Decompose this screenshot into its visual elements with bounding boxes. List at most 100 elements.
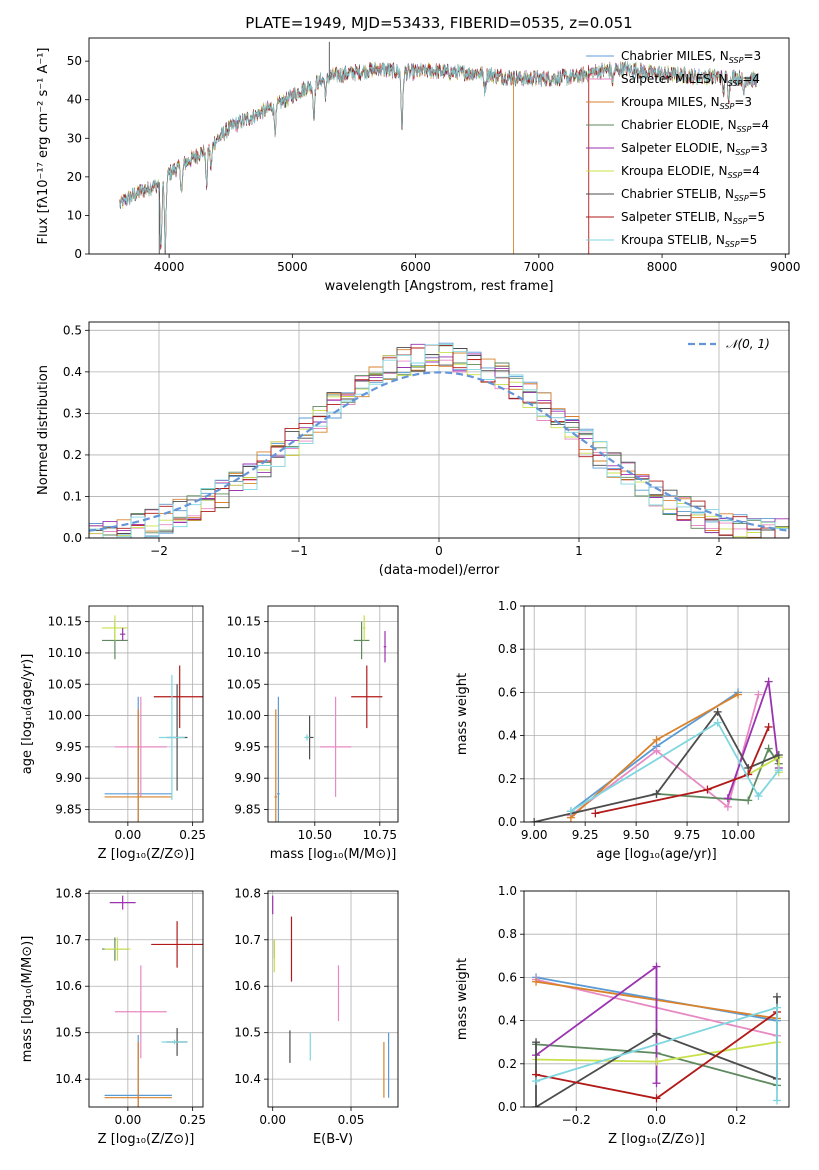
massweight_vs_age-xtick-label: 9.50 bbox=[623, 828, 650, 842]
legend-label-salpeter_miles: Salpeter MILES, NSSP=4 bbox=[621, 72, 760, 88]
legend-label-salpeter_stelib: Salpeter STELIB, NSSP=5 bbox=[621, 210, 765, 226]
age_vs_z-ytick-label: 9.90 bbox=[55, 771, 82, 785]
mass_vs_z-ylabel: mass [log₁₀(M/M⊙)] bbox=[20, 936, 35, 1063]
legend-label-chabrier_elodie: Chabrier ELODIE, NSSP=4 bbox=[621, 118, 769, 134]
massweight_vs_z-marker-salpeter_stelib bbox=[652, 1094, 661, 1103]
spectrum-ytick-label: 10 bbox=[67, 208, 82, 222]
hist-axes: −2 −1 0 1 2 0.0 0.1 0.2 0.3 0.4 0.5 (data-model)/er… bbox=[36, 321, 790, 578]
age_vs_mass-xtick-label: 10.50 bbox=[298, 828, 332, 842]
spectrum-axes: 4000 5000 6000 7000 8000 9000 0 10 20 30 40 50 wavel… bbox=[36, 37, 801, 294]
hist-ytick-label: 0.2 bbox=[63, 448, 82, 462]
mass_vs_z-point-salpeter_miles bbox=[114, 965, 167, 1059]
age_vs_z-ytick-label: 10.10 bbox=[48, 646, 82, 660]
hist-xtick-label: −1 bbox=[290, 544, 308, 558]
massweight_vs_age-marker-salpeter_elodie bbox=[723, 794, 732, 803]
massweight_vs_z-marker-chabrier_stelib bbox=[652, 1029, 661, 1038]
massweight_vs_age-marker-salpeter_elodie bbox=[764, 677, 773, 686]
massweight_vs_age-ytick-label: 0.6 bbox=[498, 685, 517, 699]
mass_vs_z-point-kroupa_stelib bbox=[161, 1039, 188, 1045]
legend-label-salpeter_elodie: Salpeter ELODIE, NSSP=3 bbox=[621, 141, 768, 157]
massweight_vs_age-marker-salpeter_miles bbox=[652, 746, 661, 755]
massweight_vs_age-ytick-label: 0.2 bbox=[498, 772, 517, 786]
massweight_vs_age-ytick-label: 0.4 bbox=[498, 729, 517, 743]
spectrum-series-chabrier_miles bbox=[119, 60, 759, 254]
mass_vs_z-point-salpeter_elodie bbox=[109, 895, 136, 910]
massweight_vs_age-marker-salpeter_miles bbox=[723, 802, 732, 811]
age_vs_mass-point-kroupa_miles bbox=[274, 709, 278, 822]
chart-mass-vs-ebv: 0.00 0.05 10.4 10.5 10.6 10.7 10.8 E(B-V) bbox=[234, 886, 399, 1147]
massweight_vs_z-marker-kroupa_stelib bbox=[532, 1077, 541, 1086]
massweight_vs_z-xlabel: Z [log₁₀(Z/Z⊙)] bbox=[608, 1132, 705, 1147]
age_vs_mass-ytick-label: 9.95 bbox=[234, 740, 261, 754]
chart-residual-histogram: −2 −1 0 1 2 0.0 0.1 0.2 0.3 0.4 0.5 (data-model)/er… bbox=[36, 321, 790, 578]
age_vs_mass-ytick-label: 9.90 bbox=[234, 771, 261, 785]
chart-massweight-vs-age: 9.00 9.25 9.50 9.75 10.00 0.0 0.2 0.4 0.6 0.8 1.0 a… bbox=[455, 599, 790, 862]
hist-series-salpeter_stelib bbox=[89, 344, 789, 538]
spectrum-xtick-label: 6000 bbox=[400, 260, 431, 274]
spectrum-series-kroupa_miles bbox=[119, 61, 759, 254]
massweight_vs_z-ytick-label: 0.8 bbox=[498, 927, 517, 941]
mass_vs_ebv-axes: 0.00 0.05 10.4 10.5 10.6 10.7 10.8 E(B-V) bbox=[234, 886, 399, 1147]
hist-ylabel: Normed distribution bbox=[36, 365, 51, 495]
age_vs_z-xtick-label: 0.00 bbox=[115, 828, 142, 842]
age_vs_z-xtick-label: 0.25 bbox=[179, 828, 206, 842]
mass_vs_z-xtick-label: 0.00 bbox=[115, 1113, 142, 1127]
massweight_vs_z-xtick-label: 0.0 bbox=[647, 1113, 666, 1127]
massweight_vs_age-ylabel: mass weight bbox=[455, 673, 470, 755]
spectrum-xtick-label: 5000 bbox=[277, 260, 308, 274]
age_vs_z-ytick-label: 9.95 bbox=[55, 740, 82, 754]
massweight_vs_age-marker-kroupa_miles bbox=[652, 735, 661, 744]
massweight_vs_z-ytick-label: 0.4 bbox=[498, 1014, 517, 1028]
spectrum-ylabel: Flux [fλ10⁻¹⁷ erg cm⁻² s⁻¹ A⁻¹] bbox=[36, 48, 51, 245]
spectrum-ytick-label: 50 bbox=[67, 54, 82, 68]
massweight_vs_z-marker-kroupa_stelib bbox=[772, 1096, 781, 1105]
age_vs_z-ytick-label: 9.85 bbox=[55, 802, 82, 816]
massweight_vs_age-xtick-label: 9.00 bbox=[521, 828, 548, 842]
hist-series-kroupa_stelib bbox=[89, 344, 789, 538]
mass_vs_z-ytick-label: 10.5 bbox=[55, 1026, 82, 1040]
massweight_vs_age-axes: 9.00 9.25 9.50 9.75 10.00 0.0 0.2 0.4 0.6 0.8 1.0 a… bbox=[455, 599, 790, 862]
hist-xtick-label: 2 bbox=[715, 544, 723, 558]
age_vs_z-frame bbox=[88, 605, 204, 823]
spectrum-ytick-label: 30 bbox=[67, 131, 82, 145]
age_vs_z-axes: 0.00 0.25 9.85 9.90 9.95 10.00 10.05 10.10 10.15… bbox=[20, 605, 206, 862]
mass_vs_z-axes: 0.00 0.25 10.4 10.5 10.6 10.7 10.8 Z [log₁₀(Z/Z… bbox=[20, 886, 206, 1147]
age_vs_z-plot-area bbox=[101, 615, 203, 822]
massweight_vs_z-ytick-label: 0.0 bbox=[498, 1100, 517, 1114]
age_vs_z-xlabel: Z [log₁₀(Z/Z⊙)] bbox=[98, 847, 195, 862]
spectrum-ytick-label: 40 bbox=[67, 93, 82, 107]
hist-frame bbox=[88, 321, 790, 539]
massweight_vs_age-marker-kroupa_stelib bbox=[754, 792, 763, 801]
massweight_vs_age-series-chabrier_elodie bbox=[656, 746, 780, 802]
massweight_vs_age-xtick-label: 9.75 bbox=[674, 828, 701, 842]
mass_vs_z-ytick-label: 10.6 bbox=[55, 979, 82, 993]
spectrum-ytick-label: 20 bbox=[67, 170, 82, 184]
age_vs_mass-point-salpeter_stelib bbox=[351, 665, 383, 729]
legend-label-chabrier_stelib: Chabrier STELIB, NSSP=5 bbox=[621, 187, 766, 203]
massweight_vs_age-marker-salpeter_stelib bbox=[764, 722, 773, 731]
mass_vs_ebv-ytick-label: 10.5 bbox=[234, 1026, 261, 1040]
age_vs_mass-point-salpeter_elodie bbox=[383, 631, 387, 663]
massweight_vs_age-marker-chabrier_elodie bbox=[764, 744, 773, 753]
mass_vs_z-grid bbox=[89, 891, 203, 1107]
age_vs_mass-ytick-label: 10.05 bbox=[227, 677, 261, 691]
hist-ytick-label: 0.5 bbox=[63, 323, 82, 337]
mass_vs_ebv-ytick-label: 10.4 bbox=[234, 1072, 261, 1086]
massweight_vs_age-marker-chabrier_stelib bbox=[652, 789, 661, 798]
massweight_vs_age-ytick-label: 0.0 bbox=[498, 815, 517, 829]
massweight_vs_age-marker-kroupa_stelib bbox=[566, 807, 575, 816]
age_vs_mass-point-kroupa_stelib bbox=[304, 734, 310, 741]
legend-label-kroupa_elodie: Kroupa ELODIE, NSSP=4 bbox=[621, 164, 760, 180]
hist-normal-curve bbox=[89, 371, 789, 532]
hist-plot-area bbox=[89, 342, 789, 538]
age_vs_z-grid bbox=[89, 606, 203, 822]
spectrum-series-chabrier_stelib bbox=[119, 62, 759, 254]
hist-ytick-label: 0.4 bbox=[63, 365, 82, 379]
massweight_vs_z-ylabel: mass weight bbox=[455, 958, 470, 1040]
hist-ytick-label: 0.3 bbox=[63, 406, 82, 420]
spectrum-frame bbox=[88, 37, 790, 255]
age_vs_z-point-salpeter_elodie bbox=[120, 627, 126, 641]
massweight_vs_age-marker-kroupa_miles bbox=[734, 690, 743, 699]
spectrum-xtick-label: 4000 bbox=[154, 260, 185, 274]
